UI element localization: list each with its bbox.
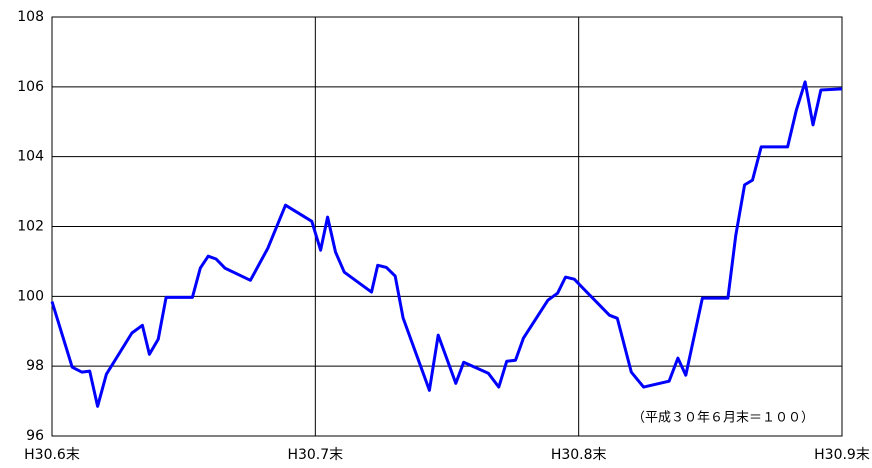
annotation: （平成３０年６月末＝１００） [632, 411, 814, 426]
y-tick-label: 96 [26, 428, 44, 444]
x-tick-label: H30.9末 [814, 447, 870, 463]
y-tick-label: 100 [17, 288, 44, 304]
series-line [50, 80, 843, 408]
x-tick-label: H30.6末 [24, 447, 80, 463]
y-tick-label: 106 [17, 79, 44, 95]
y-tick-label: 108 [17, 9, 44, 25]
y-tick-label: 98 [26, 358, 44, 374]
x-tick-label: H30.8末 [551, 447, 607, 463]
x-tick-label: H30.7末 [287, 447, 343, 463]
y-tick-label: 102 [17, 219, 44, 235]
y-tick-label: 104 [17, 149, 44, 165]
annotation-box [612, 405, 834, 431]
